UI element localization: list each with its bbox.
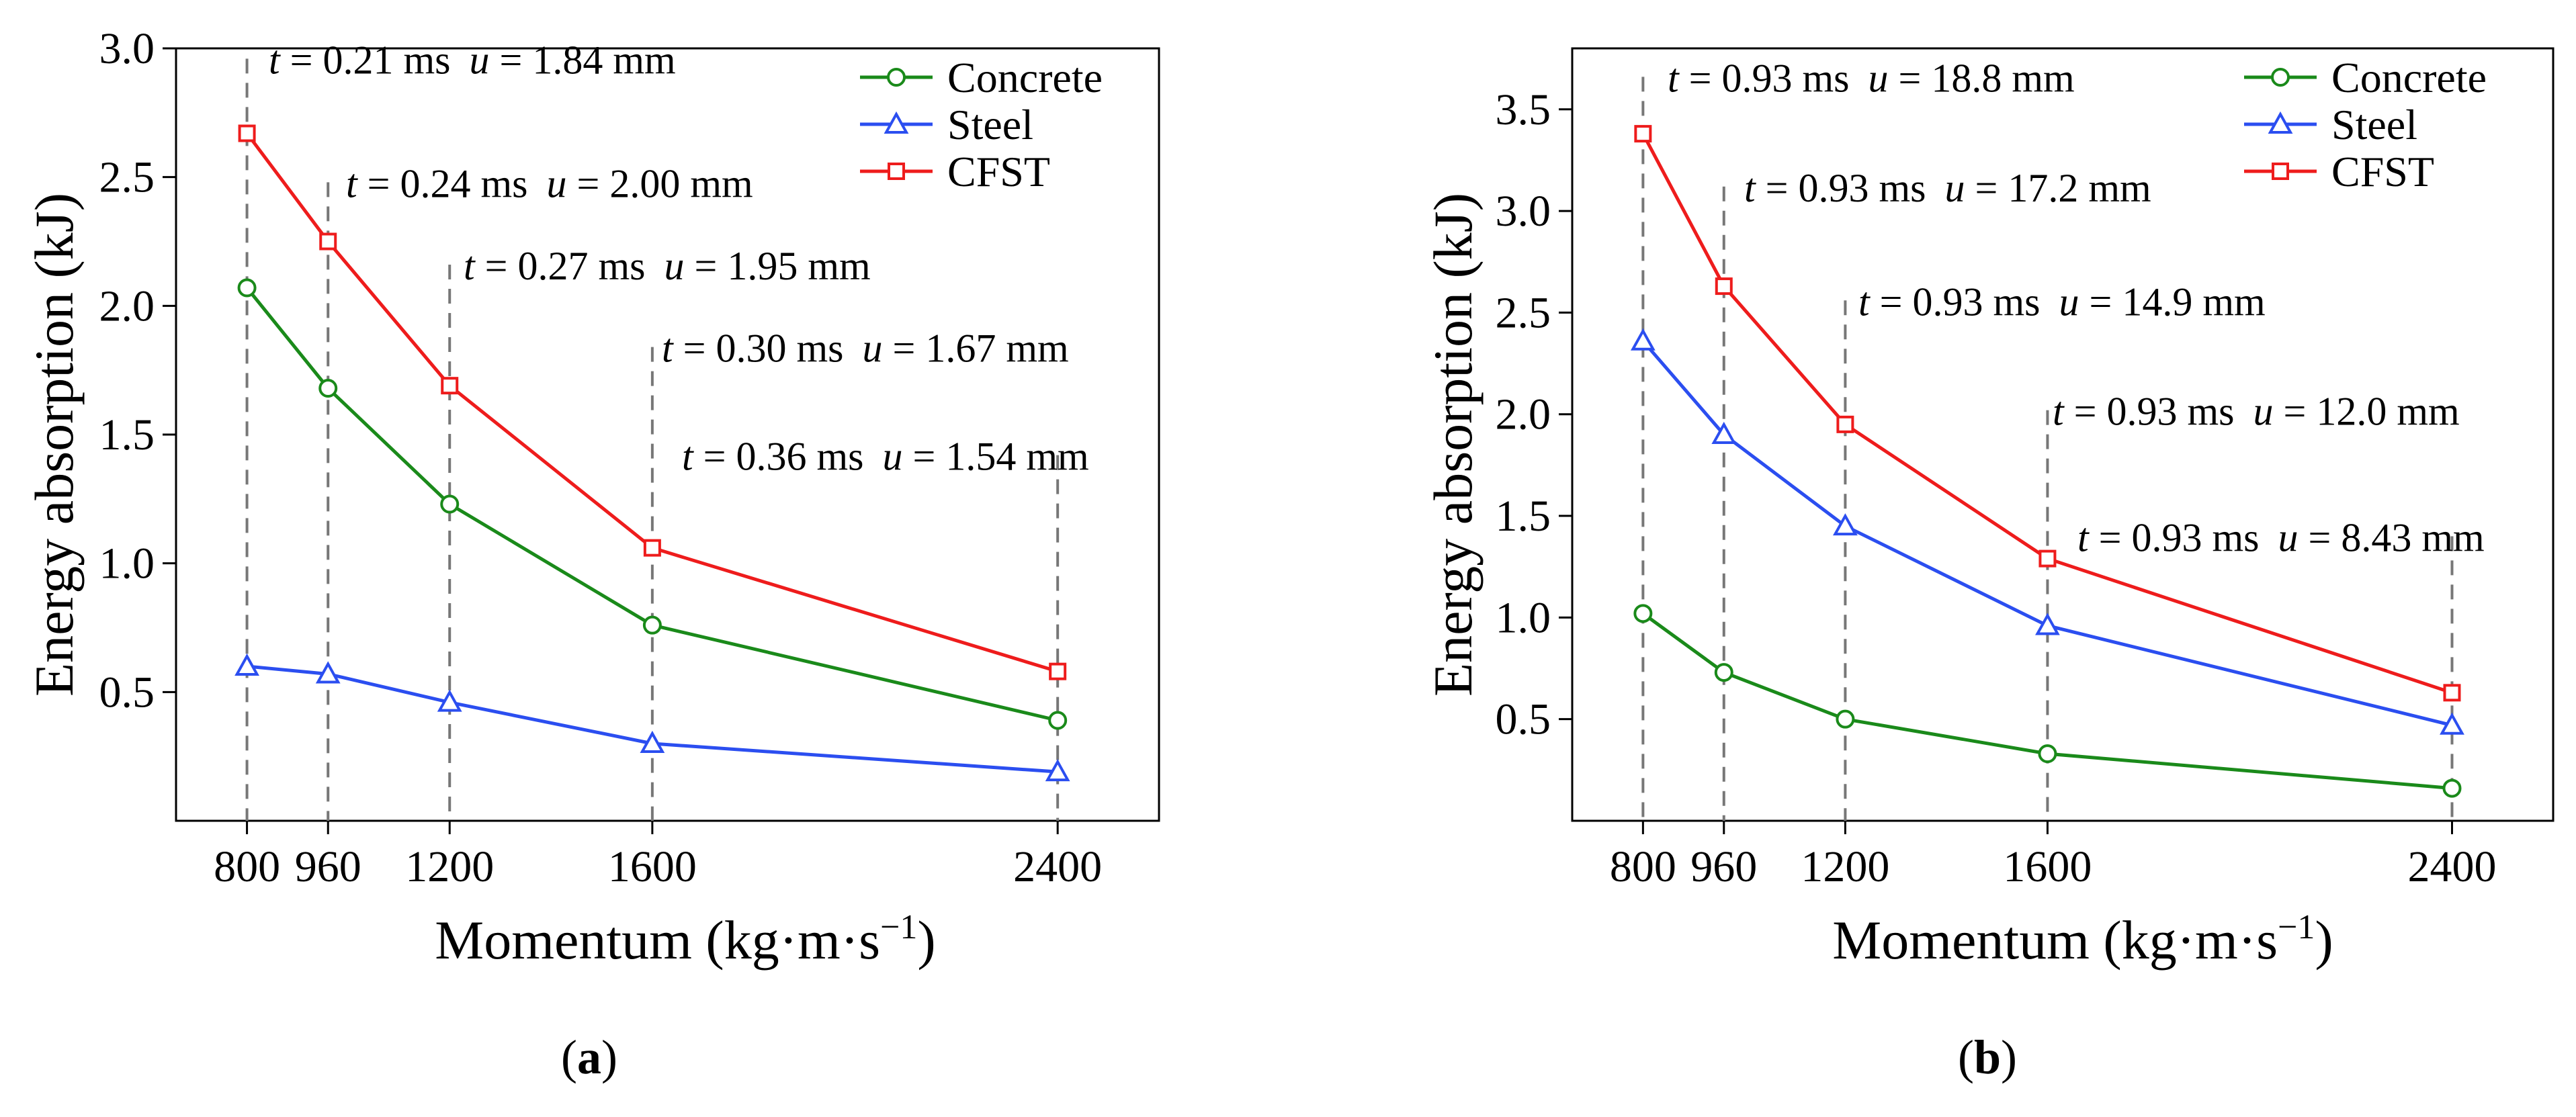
data-point-marker [887,68,906,87]
y-tick-label: 1.5 [99,410,155,459]
annotation-label: t = 0.93 ms u = 8.43 mm [2077,515,2485,560]
x-tick-label: 2400 [1013,842,1102,891]
data-point-marker [1045,759,1070,782]
y-tick-label: 3.0 [1496,187,1551,236]
legend-entry: Concrete [2244,54,2487,101]
y-tick-label: 2.0 [1496,390,1551,439]
data-point-marker [319,232,337,251]
x-tick-label: 1200 [1801,842,1889,891]
data-point-marker [884,111,909,134]
data-point-marker [1836,709,1855,729]
x-axis-label: Momentum (kg·m·s−1) [1832,908,2333,971]
data-point-marker [1634,125,1652,143]
panel-label-a: (a) [561,1030,617,1084]
annotation-label: t = 0.93 ms u = 14.9 mm [1858,279,2266,324]
legend-label: Concrete [947,54,1103,101]
plot-frame [1571,47,2554,822]
legend-entry: CFST [2244,148,2434,195]
annotation-label: t = 0.21 ms u = 1.84 mm [269,38,676,82]
data-point-marker [1048,711,1068,730]
annotation-label: t = 0.24 ms u = 2.00 mm [346,161,753,206]
data-point-marker [237,278,257,298]
series-cfst [238,124,1067,680]
data-point-marker [1836,415,1854,433]
data-point-marker [2440,712,2464,735]
y-axis-label: Energy absorption (kJ) [1422,193,1484,697]
y-tick-label: 2.0 [99,281,155,330]
data-point-marker [315,661,341,684]
x-axis-label: Momentum (kg·m·s−1) [435,908,935,971]
data-point-marker [238,124,256,142]
data-point-marker [1711,421,1737,444]
data-point-marker [1715,277,1733,296]
series-steel [234,653,1070,782]
legend-label: CFST [947,148,1050,195]
series-concrete [1633,604,2462,798]
series-cfst [1634,125,2461,702]
y-tick-label: 0.5 [1496,695,1551,744]
data-point-marker [234,653,259,676]
data-point-marker [441,377,459,395]
data-point-marker [437,689,462,712]
data-point-marker [2271,68,2290,87]
data-point-marker [643,539,661,557]
annotation-label: t = 0.93 ms u = 17.2 mm [1744,166,2151,210]
y-axis-label: Energy absorption (kJ) [24,193,85,697]
series-steel [1630,328,2464,735]
y-tick-label: 2.5 [1496,288,1551,337]
legend-label: CFST [2331,148,2434,195]
y-tick-label: 3.0 [99,24,155,73]
data-point-marker [2038,549,2057,568]
data-point-marker [640,730,665,753]
annotation-label: t = 0.93 ms u = 18.8 mm [1668,56,2075,100]
data-point-marker [2442,778,2462,798]
data-point-marker [2035,613,2060,635]
legend-label: Steel [2331,101,2417,148]
data-point-marker [888,163,905,180]
y-tick-label: 1.0 [1496,593,1551,642]
data-point-marker [318,379,338,398]
legend-label: Steel [947,101,1033,148]
legend-entry: Steel [2244,101,2417,148]
data-point-marker [1633,604,1653,623]
data-point-marker [2443,684,2461,702]
data-point-marker [2268,111,2293,134]
data-point-marker [2272,163,2289,180]
legend-entry: CFST [860,148,1050,195]
legend-entry: Steel [860,101,1033,148]
x-tick-label: 800 [1610,842,1676,891]
x-tick-label: 960 [295,842,361,891]
y-tick-label: 0.5 [99,668,155,717]
chart-panel-b: 800 960 1200 1600 2400 0.5 1.0 1.5 2.0 2.5 3.0 3.5 E… [1422,47,2554,971]
series-concrete [237,278,1068,730]
x-tick-label: 2400 [2407,842,2496,891]
y-tick-label: 1.0 [99,539,155,588]
x-tick-label: 960 [1690,842,1757,891]
panel-label-b: (b) [1958,1030,2017,1084]
legend-label: Concrete [2331,54,2487,101]
chart-panel-a: 800 960 1200 1600 2400 0.5 1.0 1.5 2.0 2.5 3.0 Ener… [24,24,1160,971]
x-tick-label: 1600 [2003,842,2092,891]
x-tick-label: 800 [214,842,280,891]
annotation-label: t = 0.27 ms u = 1.95 mm [464,244,871,288]
y-tick-label: 1.5 [1496,492,1551,541]
data-point-marker [1714,663,1733,682]
x-tick-label: 1600 [608,842,697,891]
annotation-label: t = 0.93 ms u = 12.0 mm [2053,390,2460,434]
data-point-marker [440,494,460,514]
y-tick-label: 2.5 [99,153,155,202]
data-point-marker [642,615,662,635]
y-tick-label: 3.5 [1496,85,1551,134]
data-point-marker [1630,328,1656,351]
legend-entry: Concrete [860,54,1103,101]
annotation-label: t = 0.36 ms u = 1.54 mm [682,435,1089,479]
data-point-marker [2038,744,2057,764]
annotation-label: t = 0.30 ms u = 1.67 mm [662,326,1069,371]
data-point-marker [1049,662,1067,680]
data-point-marker [1832,513,1858,536]
x-tick-label: 1200 [405,842,494,891]
